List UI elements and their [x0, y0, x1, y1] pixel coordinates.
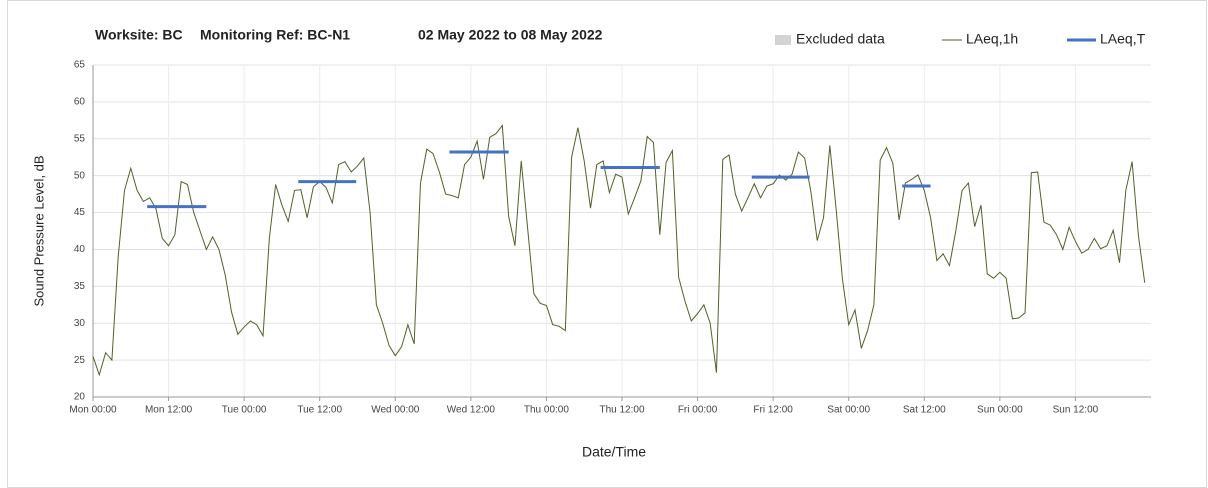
data-line: [92, 124, 1146, 377]
y-tick-label: 40: [74, 244, 86, 255]
legend-label: Excluded data: [796, 31, 885, 47]
x-tick-label: Sun 00:00: [977, 405, 1023, 416]
y-tick-label: 30: [74, 318, 86, 329]
legend-label: LAeq,1h: [966, 31, 1018, 47]
x-tick-label: Sun 12:00: [1053, 405, 1099, 416]
x-tick-label: Thu 12:00: [599, 405, 644, 416]
y-tick-label: 50: [74, 170, 86, 181]
x-tick-label: Sat 00:00: [827, 405, 870, 416]
y-axis-label: Sound Pressure Level, dB: [31, 155, 46, 306]
x-tick-label: Mon 12:00: [145, 405, 193, 416]
chart-period: 02 May 2022 to 08 May 2022: [418, 27, 603, 43]
legend-swatch: [775, 35, 791, 45]
x-tick-label: Tue 12:00: [297, 405, 342, 416]
y-tick-label: 45: [74, 207, 86, 218]
y-tick-label: 20: [74, 392, 86, 403]
x-tick-label: Fri 00:00: [678, 405, 718, 416]
x-tick-label: Wed 00:00: [371, 405, 420, 416]
y-tick-label: 55: [74, 133, 86, 144]
x-tick-label: Sat 12:00: [903, 405, 946, 416]
x-tick-label: Mon 00:00: [69, 405, 117, 416]
x-tick-label: Tue 00:00: [222, 405, 267, 416]
chart-title: Worksite: BC: [95, 27, 183, 43]
x-axis-label: Date/Time: [582, 444, 646, 460]
x-tick-label: Fri 12:00: [753, 405, 793, 416]
y-tick-label: 25: [74, 355, 86, 366]
chart-subtitle: Monitoring Ref: BC-N1: [200, 27, 350, 43]
x-tick-label: Thu 00:00: [524, 405, 569, 416]
legend-label: LAeq,T: [1100, 31, 1146, 47]
y-tick-label: 35: [74, 281, 86, 292]
y-tick-label: 60: [74, 97, 86, 108]
x-tick-label: Wed 12:00: [447, 405, 496, 416]
y-tick-label: 65: [74, 60, 86, 71]
